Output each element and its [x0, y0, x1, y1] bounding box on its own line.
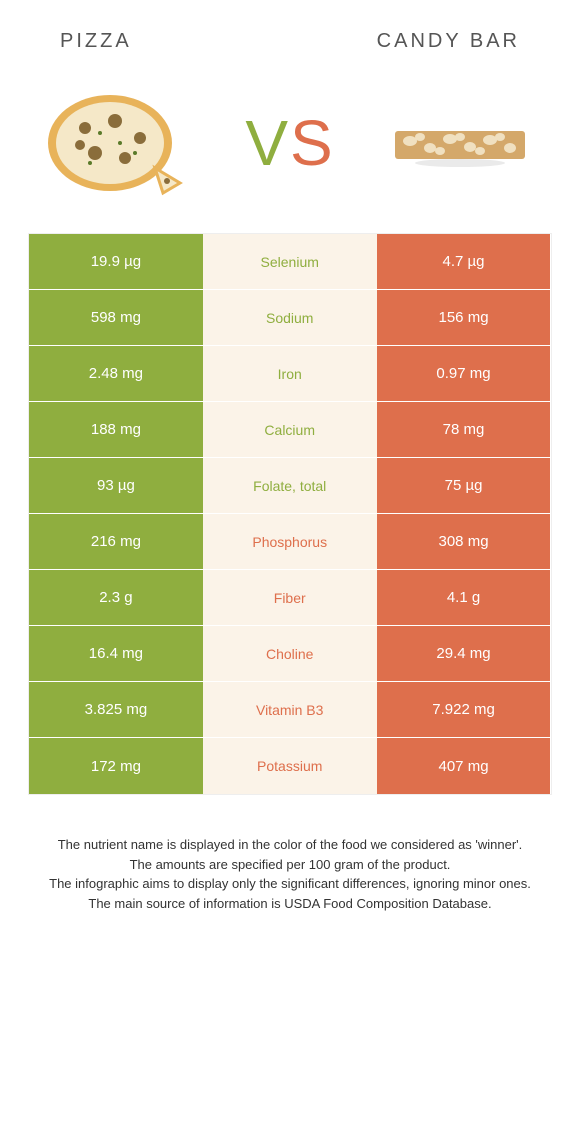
nutrient-name: Sodium	[203, 290, 377, 345]
footer-line: The infographic aims to display only the…	[30, 874, 550, 894]
value-left: 598 mg	[29, 290, 203, 345]
table-row: 598 mgSodium156 mg	[29, 290, 551, 346]
footer-line: The main source of information is USDA F…	[30, 894, 550, 914]
value-right: 156 mg	[377, 290, 551, 345]
table-row: 172 mgPotassium407 mg	[29, 738, 551, 794]
header: PIZZA CANDY BAR	[0, 0, 580, 73]
value-left: 3.825 mg	[29, 682, 203, 737]
vs-s: S	[290, 107, 335, 179]
food-title-right: CANDY BAR	[377, 30, 520, 53]
nutrient-name: Selenium	[203, 234, 377, 289]
nutrient-name: Vitamin B3	[203, 682, 377, 737]
table-row: 2.48 mgIron0.97 mg	[29, 346, 551, 402]
table-row: 2.3 gFiber4.1 g	[29, 570, 551, 626]
nutrient-name: Fiber	[203, 570, 377, 625]
value-left: 19.9 µg	[29, 234, 203, 289]
food-title-left: PIZZA	[60, 30, 132, 53]
value-right: 0.97 mg	[377, 346, 551, 401]
table-row: 216 mgPhosphorus308 mg	[29, 514, 551, 570]
footer-line: The nutrient name is displayed in the co…	[30, 835, 550, 855]
value-right: 4.1 g	[377, 570, 551, 625]
value-left: 16.4 mg	[29, 626, 203, 681]
table-row: 16.4 mgCholine29.4 mg	[29, 626, 551, 682]
nutrient-name: Phosphorus	[203, 514, 377, 569]
value-left: 188 mg	[29, 402, 203, 457]
vs-row: VS	[0, 73, 580, 233]
nutrient-name: Calcium	[203, 402, 377, 457]
table-row: 19.9 µgSelenium4.7 µg	[29, 234, 551, 290]
value-right: 78 mg	[377, 402, 551, 457]
footer-line: The amounts are specified per 100 gram o…	[30, 855, 550, 875]
nutrient-name: Choline	[203, 626, 377, 681]
value-left: 172 mg	[29, 738, 203, 794]
value-right: 4.7 µg	[377, 234, 551, 289]
comparison-table: 19.9 µgSelenium4.7 µg598 mgSodium156 mg2…	[28, 233, 552, 795]
vs-v: V	[245, 107, 290, 179]
value-right: 75 µg	[377, 458, 551, 513]
nutrient-name: Iron	[203, 346, 377, 401]
nutrient-name: Folate, total	[203, 458, 377, 513]
value-left: 2.3 g	[29, 570, 203, 625]
pizza-image	[40, 83, 200, 203]
table-row: 3.825 mgVitamin B37.922 mg	[29, 682, 551, 738]
value-left: 93 µg	[29, 458, 203, 513]
footer-notes: The nutrient name is displayed in the co…	[30, 835, 550, 913]
vs-label: VS	[245, 106, 334, 180]
value-left: 2.48 mg	[29, 346, 203, 401]
value-right: 29.4 mg	[377, 626, 551, 681]
value-left: 216 mg	[29, 514, 203, 569]
table-row: 188 mgCalcium78 mg	[29, 402, 551, 458]
value-right: 308 mg	[377, 514, 551, 569]
table-row: 93 µgFolate, total75 µg	[29, 458, 551, 514]
nutrient-name: Potassium	[203, 738, 377, 794]
candy-bar-image	[380, 83, 540, 203]
value-right: 7.922 mg	[377, 682, 551, 737]
value-right: 407 mg	[377, 738, 551, 794]
